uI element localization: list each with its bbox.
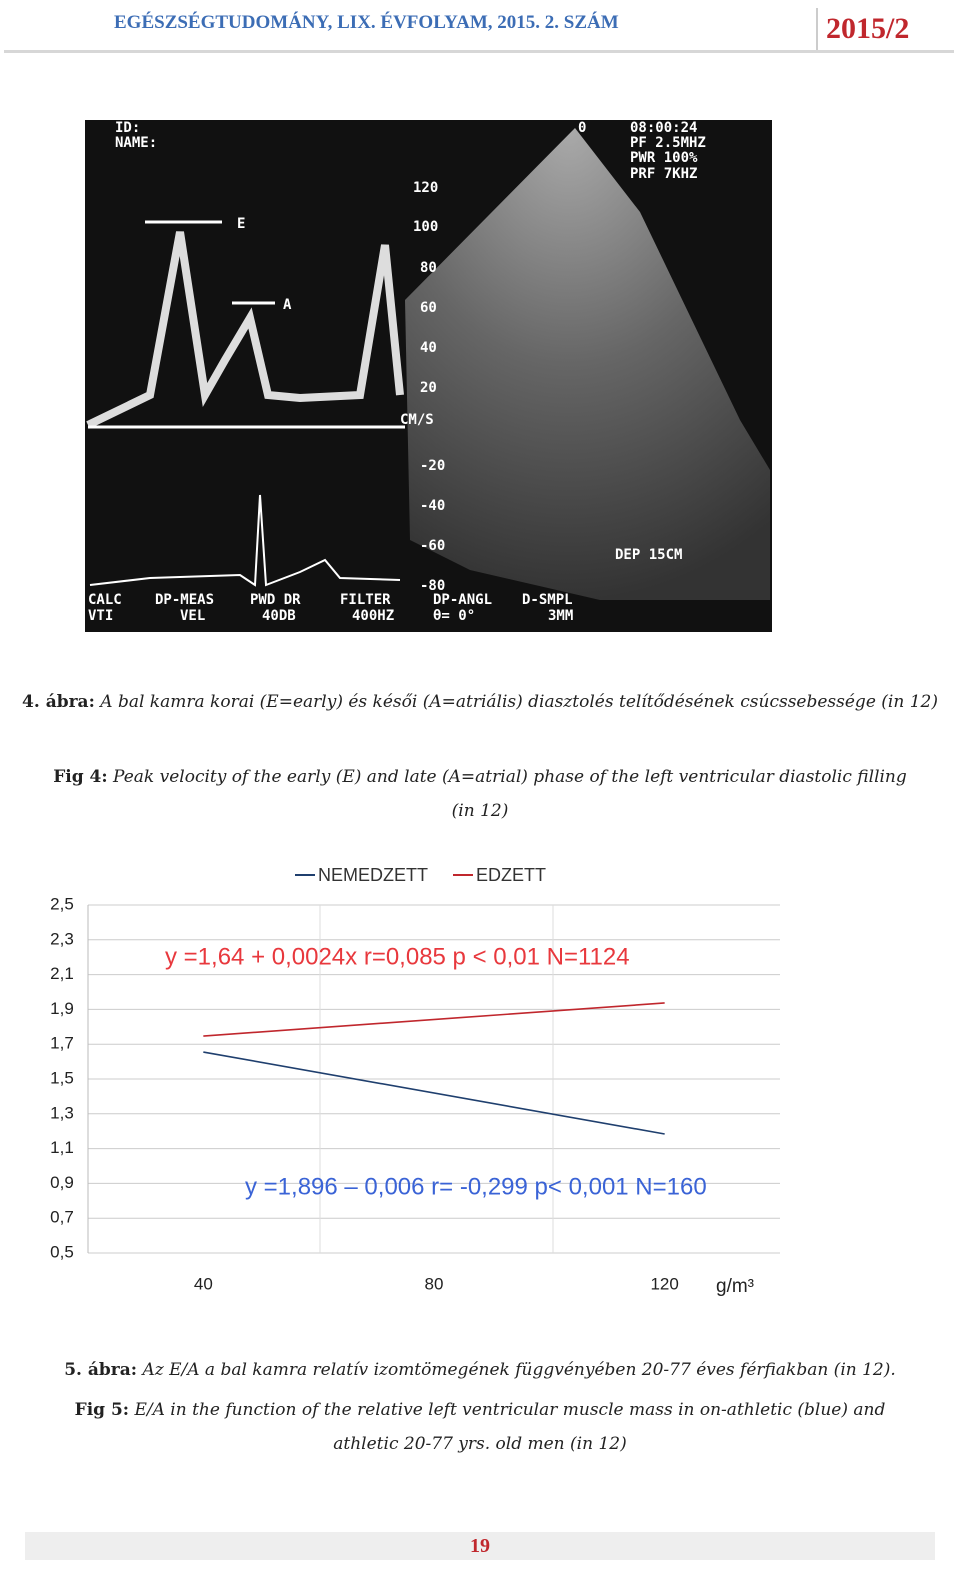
image-label: E xyxy=(237,216,245,232)
image-label: CALC xyxy=(88,592,122,608)
image-label: DEP 15CM xyxy=(615,547,682,563)
image-label: 20 xyxy=(420,380,437,396)
image-label: D-SMPL xyxy=(522,592,573,608)
x-tick-label: 80 xyxy=(425,1274,444,1293)
image-label: A xyxy=(283,297,292,313)
image-label: 40DB xyxy=(262,608,296,624)
issue: 2015/2 xyxy=(826,12,910,45)
y-tick-label: 1,3 xyxy=(50,1103,74,1122)
image-label: -20 xyxy=(420,458,445,474)
image-label: -80 xyxy=(420,578,445,594)
fig4-caption-hu: 4. ábra: A bal kamra korai (E=early) és … xyxy=(0,692,960,712)
fig5-caption-en-2: athletic 20-77 yrs. old men (in 12) xyxy=(333,1434,627,1454)
image-label: 08:00:24 xyxy=(630,120,697,136)
x-axis-label: g/m³ xyxy=(716,1276,754,1297)
image-label: DP-MEAS xyxy=(155,592,214,608)
caption-label: 5. ábra: xyxy=(64,1360,138,1380)
y-tick-label: 1,7 xyxy=(50,1034,74,1053)
journal-title: EGÉSZSÉGTUDOMÁNY, LIX. ÉVFOLYAM, 2015. 2… xyxy=(114,12,619,33)
image-label: 3MM xyxy=(548,608,573,624)
doppler-spectrum xyxy=(86,231,404,429)
y-tick-label: 2,1 xyxy=(50,964,74,983)
y-tick-label: 1,9 xyxy=(50,999,74,1018)
series-line xyxy=(203,1051,665,1135)
caption-label: Fig 5: xyxy=(74,1400,130,1420)
image-label: 80 xyxy=(420,260,437,276)
annotation: y =1,64 + 0,0024x r=0,085 p < 0,01 N=112… xyxy=(165,943,630,970)
image-label: PWR 100% xyxy=(630,150,698,166)
image-label: NAME: xyxy=(115,135,157,151)
image-label: 400HZ xyxy=(352,608,394,624)
image-label: DP-ANGL xyxy=(433,592,492,608)
page-number: 19 xyxy=(470,1535,490,1557)
image-label: 100 xyxy=(413,219,438,235)
x-tick-label: 120 xyxy=(650,1274,678,1293)
caption-text: Az E/A a bal kamra relatív izomtömegének… xyxy=(142,1360,896,1380)
image-label: FILTER xyxy=(340,592,391,608)
y-tick-label: 1,1 xyxy=(50,1138,74,1157)
image-label: 40 xyxy=(420,340,437,356)
y-tick-label: 1,5 xyxy=(50,1068,74,1087)
caption-text: Peak velocity of the early (E) and late … xyxy=(113,767,907,821)
image-label: θ= 0° xyxy=(433,608,475,624)
y-tick-label: 0,7 xyxy=(50,1208,74,1227)
image-label: 120 xyxy=(413,180,438,196)
image-label: VEL xyxy=(180,608,205,624)
image-label: CM/S xyxy=(400,412,434,428)
caption-text: A bal kamra korai (E=early) és késői (A=… xyxy=(100,692,938,712)
series-line xyxy=(203,1002,665,1037)
caption-label: Fig 4: xyxy=(53,767,108,787)
image-label: PF 2.5MHZ xyxy=(630,135,706,151)
image-label: VTI xyxy=(88,608,113,624)
y-tick-label: 2,3 xyxy=(50,929,74,948)
legend-label: EDZETT xyxy=(476,865,546,885)
fig5-caption-en: Fig 5: E/A in the function of the relati… xyxy=(0,1400,960,1420)
annotation: y =1,896 – 0,006 r= -0,299 p< 0,001 N=16… xyxy=(245,1173,707,1200)
y-tick-label: 0,5 xyxy=(50,1242,74,1261)
image-label: PRF 7KHZ xyxy=(630,166,697,182)
fig4-caption-en: Fig 4: Peak velocity of the early (E) an… xyxy=(40,760,920,828)
sector-scan xyxy=(405,128,770,600)
chart: 0,5 0,7 0,9 1,1 1,3 1,5 1,7 1,9 2,1 2,3 2,5 40 80 120… xyxy=(50,865,780,1297)
legend-label: NEMEDZETT xyxy=(318,865,428,885)
image-label: -40 xyxy=(420,498,445,514)
ecg-trace xyxy=(89,494,401,587)
y-tick-label: 0,9 xyxy=(50,1173,74,1192)
footer-bar xyxy=(25,1532,935,1560)
divider xyxy=(816,8,818,50)
caption-text: E/A in the function of the relative left… xyxy=(134,1400,886,1420)
image-label: ID: xyxy=(115,120,140,136)
image-label: 60 xyxy=(420,300,437,316)
image-label: PWD DR xyxy=(250,592,301,608)
image-label: 0 xyxy=(578,120,586,136)
y-tick-label: 2,5 xyxy=(50,894,74,913)
fig5-caption-hu: 5. ábra: Az E/A a bal kamra relatív izom… xyxy=(0,1360,960,1380)
caption-label: 4. ábra: xyxy=(22,692,95,712)
x-tick-label: 40 xyxy=(194,1274,213,1293)
image-label: -60 xyxy=(420,538,445,554)
header: EGÉSZSÉGTUDOMÁNY, LIX. ÉVFOLYAM, 2015. 2… xyxy=(4,4,954,53)
